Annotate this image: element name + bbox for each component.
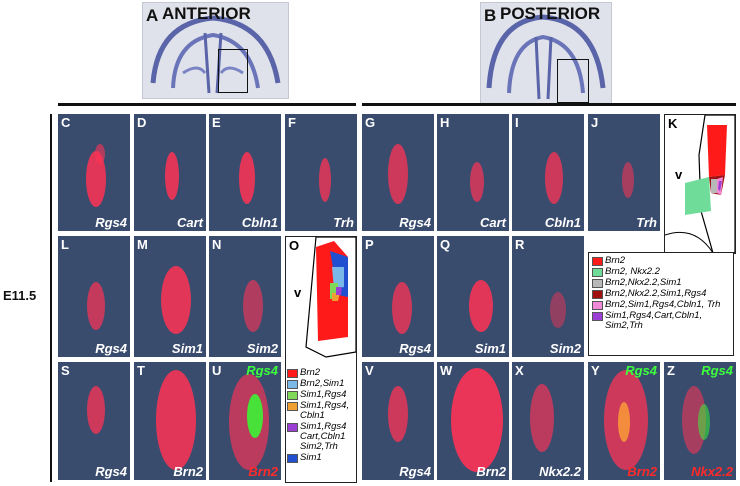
legend-label: Brn2: [300, 367, 321, 378]
legend-swatch: [287, 423, 298, 432]
panel-g: G Rgs4: [362, 114, 434, 231]
panel-h: H Cart: [437, 114, 509, 231]
legend-swatch: [592, 257, 603, 266]
legend-label: Brn2,Nkx2.2,Sim1: [605, 277, 682, 288]
legend-swatch: [592, 279, 603, 288]
region-box-a: [218, 49, 248, 93]
legend-entry: Sim1: [287, 453, 353, 463]
panel-f: F Trh: [285, 114, 357, 231]
posterior-section-image: B: [480, 2, 612, 104]
panel-s: S Rgs4: [58, 362, 130, 480]
legend-entry: Brn2,Nkx2.2,Sim1,Rgs4: [592, 289, 730, 299]
panel-label-b: B: [484, 6, 497, 25]
legend-k: Brn2 Brn2, Nkx2.2 Brn2,Nkx2.2,Sim1 Brn2,Nkx…: [588, 252, 734, 356]
panel-z: Z Rgs4 Nkx2.2: [664, 362, 736, 480]
legend-label: Brn2,Nkx2.2,Sim1,Rgs4: [605, 288, 707, 299]
panel-u: U Rgs4 Brn2: [209, 362, 281, 480]
legend-swatch: [287, 402, 298, 411]
panel-l: L Rgs4: [58, 236, 130, 357]
legend-entry: Brn2, Nkx2.2: [592, 267, 730, 277]
legend-label: Sim1,Rgs4 Cart,Cbln1 Sim2,Trh: [300, 421, 347, 452]
legend-label: Sim1: [300, 452, 322, 463]
legend-swatch: [287, 369, 298, 378]
legend-entry: Sim1,Rgs4,Cart,Cbln1, Sim2,Trh: [592, 311, 730, 331]
panel-t: T Brn2: [134, 362, 206, 480]
panel-y: Y Rgs4 Brn2: [588, 362, 660, 480]
schematic-k: K v: [664, 114, 736, 254]
panel-i: I Cbln1: [512, 114, 584, 231]
panel-c: C Rgs4: [58, 114, 130, 231]
stage-label: E11.5: [3, 288, 37, 303]
panel-label-a: A: [146, 6, 159, 25]
legend-entry: Sim1,Rgs4, Cbln1: [287, 401, 353, 421]
panel-q: Q Sim1: [437, 236, 509, 357]
legend-o: Brn2 Brn2,Sim1 Sim1,Rgs4 Sim1,Rgs4, Cbln1 Si…: [287, 367, 353, 464]
panel-m: M Sim1: [134, 236, 206, 357]
legend-swatch: [592, 290, 603, 299]
anterior-divider: [58, 103, 356, 106]
legend-entry: Brn2: [287, 368, 353, 378]
panel-x: X Nkx2.2: [512, 362, 584, 480]
legend-entry: Brn2,Nkx2.2,Sim1: [592, 278, 730, 288]
legend-entry: Sim1,Rgs4 Cart,Cbln1 Sim2,Trh: [287, 422, 353, 452]
legend-entry: Brn2,Sim1: [287, 379, 353, 389]
ventricle-label-k: v: [675, 167, 683, 182]
legend-label: Sim1,Rgs4,Cart,Cbln1, Sim2,Trh: [605, 310, 703, 331]
panel-d: D Cart: [134, 114, 206, 231]
legend-swatch: [287, 380, 298, 389]
legend-label: Brn2: [605, 255, 626, 266]
legend-label: Sim1,Rgs4, Cbln1: [300, 400, 350, 421]
stage-bracket: [50, 114, 52, 482]
anterior-section-image: A: [142, 2, 289, 99]
legend-entry: Sim1,Rgs4: [287, 390, 353, 400]
legend-swatch: [287, 391, 298, 400]
legend-entry: Brn2,Sim1,Rgs4,Cbln1, Trh: [592, 300, 730, 310]
legend-label: Brn2, Nkx2.2: [605, 266, 660, 277]
anterior-title: ANTERIOR: [162, 4, 251, 23]
panel-w: W Brn2: [437, 362, 509, 480]
panel-p: P Rgs4: [362, 236, 434, 357]
legend-label: Sim1,Rgs4: [300, 389, 347, 400]
ventricle-label-o: v: [294, 285, 302, 300]
posterior-divider: [362, 103, 736, 106]
schematic-o: O v Brn2 Brn2,Sim1 Sim1,Rgs4 Sim1,Rgs4, Cbl…: [285, 236, 357, 483]
panel-r: R Sim2: [512, 236, 584, 357]
legend-swatch: [287, 454, 298, 463]
legend-swatch: [592, 268, 603, 277]
panel-v: V Rgs4: [362, 362, 434, 480]
legend-entry: Brn2: [592, 256, 730, 266]
panel-e: E Cbln1: [209, 114, 281, 231]
panel-n: N Sim2: [209, 236, 281, 357]
legend-swatch: [592, 312, 603, 321]
panel-j: J Trh: [588, 114, 660, 231]
legend-label: Brn2,Sim1,Rgs4,Cbln1, Trh: [605, 299, 721, 310]
legend-swatch: [592, 301, 603, 310]
legend-label: Brn2,Sim1: [300, 378, 345, 389]
region-box-b: [557, 59, 589, 103]
posterior-title: POSTERIOR: [500, 4, 601, 23]
